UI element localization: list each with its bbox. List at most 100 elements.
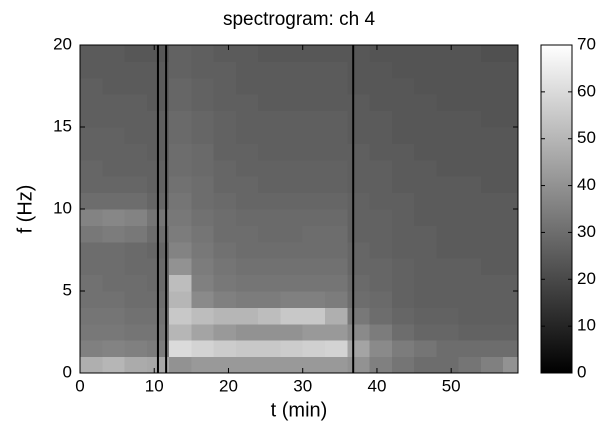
heatmap-cell	[324, 45, 348, 62]
heatmap-cell	[191, 258, 215, 276]
heatmap-cell	[169, 94, 192, 112]
heatmap-cell	[80, 241, 103, 259]
heatmap-cell	[302, 176, 326, 194]
heatmap-cell	[280, 258, 304, 276]
heatmap-cell	[302, 209, 326, 226]
heatmap-cell	[414, 241, 437, 259]
heatmap-cell	[324, 159, 348, 177]
heatmap-cell	[280, 192, 304, 210]
heatmap-cell	[480, 110, 504, 128]
heatmap-cell	[369, 291, 393, 308]
heatmap-cell	[503, 274, 519, 292]
heatmap-cell	[480, 127, 504, 144]
heatmap-cell	[191, 340, 215, 358]
heatmap-cell	[369, 225, 393, 243]
heatmap-cell	[213, 291, 237, 308]
heatmap-cell	[124, 176, 148, 194]
heatmap-cell	[191, 307, 215, 325]
heatmap-cell	[80, 274, 103, 292]
heatmap-cell	[414, 77, 437, 95]
heatmap-cell	[436, 110, 460, 128]
heatmap-cell	[258, 192, 281, 210]
heatmap-cell	[347, 323, 371, 341]
heatmap-cell	[302, 45, 326, 62]
colorbar-tick-label: 30	[577, 222, 596, 241]
heatmap-cell	[124, 356, 148, 374]
heatmap-cell	[324, 110, 348, 128]
heatmap-cell	[124, 323, 148, 341]
heatmap-cell	[124, 225, 148, 243]
heatmap-cell	[258, 209, 281, 226]
heatmap-cell	[436, 127, 460, 144]
heatmap-cell	[280, 61, 304, 79]
heatmap-cell	[347, 192, 371, 210]
heatmap-cell	[503, 77, 519, 95]
heatmap-cell	[124, 110, 148, 128]
heatmap-cell	[169, 159, 192, 177]
heatmap	[80, 45, 519, 374]
heatmap-cell	[414, 94, 437, 112]
heatmap-cell	[347, 274, 371, 292]
heatmap-cell	[503, 94, 519, 112]
heatmap-cell	[347, 241, 371, 259]
heatmap-cell	[124, 340, 148, 358]
heatmap-cell	[391, 209, 415, 226]
heatmap-cell	[391, 176, 415, 194]
heatmap-cell	[391, 356, 415, 374]
heatmap-cell	[191, 61, 215, 79]
heatmap-cell	[235, 176, 259, 194]
heatmap-cell	[124, 45, 148, 62]
heatmap-cell	[324, 241, 348, 259]
heatmap-cell	[458, 143, 482, 161]
heatmap-cell	[458, 192, 482, 210]
heatmap-cell	[414, 209, 437, 226]
heatmap-cell	[80, 143, 103, 161]
heatmap-cell	[235, 274, 259, 292]
heatmap-cell	[235, 225, 259, 243]
heatmap-cell	[503, 110, 519, 128]
heatmap-cell	[280, 323, 304, 341]
heatmap-cell	[369, 94, 393, 112]
heatmap-cell	[458, 176, 482, 194]
heatmap-cell	[369, 307, 393, 325]
heatmap-cell	[102, 291, 126, 308]
heatmap-cell	[213, 77, 237, 95]
heatmap-cell	[235, 127, 259, 144]
heatmap-cell	[302, 323, 326, 341]
heatmap-cell	[191, 356, 215, 374]
heatmap-cell	[480, 176, 504, 194]
heatmap-cell	[414, 356, 437, 374]
heatmap-cell	[80, 258, 103, 276]
heatmap-cell	[391, 340, 415, 358]
heatmap-cell	[124, 159, 148, 177]
heatmap-cell	[235, 77, 259, 95]
heatmap-cell	[347, 127, 371, 144]
heatmap-cell	[235, 192, 259, 210]
heatmap-cell	[480, 45, 504, 62]
heatmap-cell	[503, 143, 519, 161]
heatmap-cell	[369, 110, 393, 128]
heatmap-cell	[391, 159, 415, 177]
heatmap-cell	[436, 94, 460, 112]
heatmap-cell	[302, 159, 326, 177]
heatmap-cell	[258, 45, 281, 62]
heatmap-cell	[258, 143, 281, 161]
y-tick-label: 20	[53, 34, 72, 53]
heatmap-cell	[102, 209, 126, 226]
heatmap-cell	[235, 159, 259, 177]
heatmap-cell	[503, 45, 519, 62]
heatmap-cell	[347, 209, 371, 226]
heatmap-cell	[436, 61, 460, 79]
heatmap-cell	[258, 159, 281, 177]
heatmap-cell	[280, 159, 304, 177]
heatmap-cell	[102, 159, 126, 177]
heatmap-cell	[324, 323, 348, 341]
heatmap-cell	[80, 192, 103, 210]
heatmap-cell	[391, 225, 415, 243]
heatmap-cell	[369, 356, 393, 374]
heatmap-cell	[258, 274, 281, 292]
heatmap-cell	[324, 176, 348, 194]
heatmap-cell	[235, 94, 259, 112]
y-tick-label: 0	[63, 362, 72, 381]
heatmap-cell	[191, 274, 215, 292]
